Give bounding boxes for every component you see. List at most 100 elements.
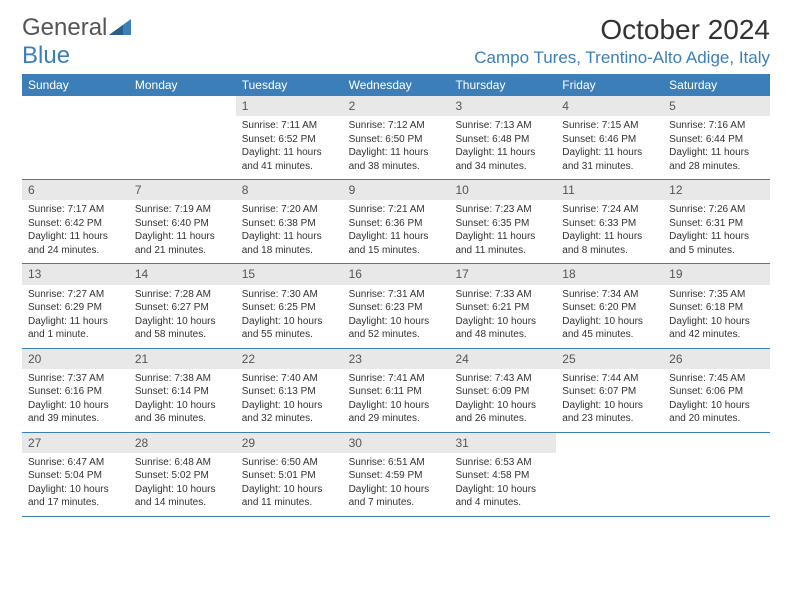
day-number: 31 xyxy=(449,433,556,453)
sunset-text: Sunset: 6:36 PM xyxy=(349,217,444,231)
day-cell xyxy=(556,433,663,516)
day-number: 23 xyxy=(343,349,450,369)
sunrise-text: Sunrise: 7:45 AM xyxy=(669,372,764,386)
header: General October 2024 Campo Tures, Trenti… xyxy=(22,14,770,68)
weekday-header: Monday xyxy=(129,74,236,96)
day-number: 11 xyxy=(556,180,663,200)
sunset-text: Sunset: 6:50 PM xyxy=(349,133,444,147)
sunrise-text: Sunrise: 7:30 AM xyxy=(242,288,337,302)
weekday-header: Friday xyxy=(556,74,663,96)
sunset-text: Sunset: 5:01 PM xyxy=(242,469,337,483)
day-content: Sunrise: 7:45 AMSunset: 6:06 PMDaylight:… xyxy=(663,369,770,432)
sunrise-text: Sunrise: 7:41 AM xyxy=(349,372,444,386)
week-row: 27Sunrise: 6:47 AMSunset: 5:04 PMDayligh… xyxy=(22,433,770,517)
daylight-text: Daylight: 10 hours and 55 minutes. xyxy=(242,315,337,342)
logo: General xyxy=(22,14,131,42)
day-number: 2 xyxy=(343,96,450,116)
day-cell: 24Sunrise: 7:43 AMSunset: 6:09 PMDayligh… xyxy=(449,349,556,432)
daylight-text: Daylight: 11 hours and 8 minutes. xyxy=(562,230,657,257)
day-cell: 18Sunrise: 7:34 AMSunset: 6:20 PMDayligh… xyxy=(556,264,663,347)
day-cell: 22Sunrise: 7:40 AMSunset: 6:13 PMDayligh… xyxy=(236,349,343,432)
daylight-text: Daylight: 10 hours and 48 minutes. xyxy=(455,315,550,342)
location: Campo Tures, Trentino-Alto Adige, Italy xyxy=(474,48,770,68)
day-content: Sunrise: 7:27 AMSunset: 6:29 PMDaylight:… xyxy=(22,285,129,348)
sunrise-text: Sunrise: 7:44 AM xyxy=(562,372,657,386)
sunrise-text: Sunrise: 7:43 AM xyxy=(455,372,550,386)
day-cell: 20Sunrise: 7:37 AMSunset: 6:16 PMDayligh… xyxy=(22,349,129,432)
daylight-text: Daylight: 10 hours and 39 minutes. xyxy=(28,399,123,426)
day-content: Sunrise: 7:41 AMSunset: 6:11 PMDaylight:… xyxy=(343,369,450,432)
daylight-text: Daylight: 11 hours and 31 minutes. xyxy=(562,146,657,173)
sunrise-text: Sunrise: 7:15 AM xyxy=(562,119,657,133)
day-number: 4 xyxy=(556,96,663,116)
day-content: Sunrise: 7:21 AMSunset: 6:36 PMDaylight:… xyxy=(343,200,450,263)
day-number: 15 xyxy=(236,264,343,284)
day-number: 5 xyxy=(663,96,770,116)
daylight-text: Daylight: 11 hours and 18 minutes. xyxy=(242,230,337,257)
day-content: Sunrise: 7:16 AMSunset: 6:44 PMDaylight:… xyxy=(663,116,770,179)
day-content: Sunrise: 7:15 AMSunset: 6:46 PMDaylight:… xyxy=(556,116,663,179)
sunset-text: Sunset: 6:16 PM xyxy=(28,385,123,399)
day-number: 30 xyxy=(343,433,450,453)
day-cell: 7Sunrise: 7:19 AMSunset: 6:40 PMDaylight… xyxy=(129,180,236,263)
sunrise-text: Sunrise: 7:27 AM xyxy=(28,288,123,302)
sunset-text: Sunset: 6:06 PM xyxy=(669,385,764,399)
day-cell: 30Sunrise: 6:51 AMSunset: 4:59 PMDayligh… xyxy=(343,433,450,516)
sunset-text: Sunset: 6:48 PM xyxy=(455,133,550,147)
day-content: Sunrise: 6:53 AMSunset: 4:58 PMDaylight:… xyxy=(449,453,556,516)
sunrise-text: Sunrise: 7:26 AM xyxy=(669,203,764,217)
day-content: Sunrise: 7:44 AMSunset: 6:07 PMDaylight:… xyxy=(556,369,663,432)
sunset-text: Sunset: 6:46 PM xyxy=(562,133,657,147)
sunrise-text: Sunrise: 6:53 AM xyxy=(455,456,550,470)
daylight-text: Daylight: 11 hours and 28 minutes. xyxy=(669,146,764,173)
sunrise-text: Sunrise: 7:21 AM xyxy=(349,203,444,217)
day-content: Sunrise: 7:23 AMSunset: 6:35 PMDaylight:… xyxy=(449,200,556,263)
day-cell: 10Sunrise: 7:23 AMSunset: 6:35 PMDayligh… xyxy=(449,180,556,263)
day-content: Sunrise: 7:33 AMSunset: 6:21 PMDaylight:… xyxy=(449,285,556,348)
daylight-text: Daylight: 10 hours and 58 minutes. xyxy=(135,315,230,342)
sunset-text: Sunset: 6:11 PM xyxy=(349,385,444,399)
day-content: Sunrise: 7:35 AMSunset: 6:18 PMDaylight:… xyxy=(663,285,770,348)
day-number xyxy=(129,96,236,100)
day-number: 12 xyxy=(663,180,770,200)
day-content: Sunrise: 7:28 AMSunset: 6:27 PMDaylight:… xyxy=(129,285,236,348)
daylight-text: Daylight: 11 hours and 15 minutes. xyxy=(349,230,444,257)
day-cell: 4Sunrise: 7:15 AMSunset: 6:46 PMDaylight… xyxy=(556,96,663,179)
weekday-header: Saturday xyxy=(663,74,770,96)
day-number: 13 xyxy=(22,264,129,284)
sunset-text: Sunset: 6:25 PM xyxy=(242,301,337,315)
day-content: Sunrise: 7:43 AMSunset: 6:09 PMDaylight:… xyxy=(449,369,556,432)
sunset-text: Sunset: 6:35 PM xyxy=(455,217,550,231)
week-row: 1Sunrise: 7:11 AMSunset: 6:52 PMDaylight… xyxy=(22,96,770,180)
day-cell: 3Sunrise: 7:13 AMSunset: 6:48 PMDaylight… xyxy=(449,96,556,179)
daylight-text: Daylight: 11 hours and 41 minutes. xyxy=(242,146,337,173)
sunrise-text: Sunrise: 7:24 AM xyxy=(562,203,657,217)
sunset-text: Sunset: 6:14 PM xyxy=(135,385,230,399)
day-number xyxy=(663,433,770,437)
day-content: Sunrise: 7:24 AMSunset: 6:33 PMDaylight:… xyxy=(556,200,663,263)
day-content: Sunrise: 7:34 AMSunset: 6:20 PMDaylight:… xyxy=(556,285,663,348)
sunrise-text: Sunrise: 7:23 AM xyxy=(455,203,550,217)
day-cell: 31Sunrise: 6:53 AMSunset: 4:58 PMDayligh… xyxy=(449,433,556,516)
weekday-header: Thursday xyxy=(449,74,556,96)
week-row: 20Sunrise: 7:37 AMSunset: 6:16 PMDayligh… xyxy=(22,349,770,433)
sunset-text: Sunset: 6:09 PM xyxy=(455,385,550,399)
sunset-text: Sunset: 6:21 PM xyxy=(455,301,550,315)
sunset-text: Sunset: 6:13 PM xyxy=(242,385,337,399)
weekday-header: Sunday xyxy=(22,74,129,96)
sunrise-text: Sunrise: 7:16 AM xyxy=(669,119,764,133)
day-cell: 25Sunrise: 7:44 AMSunset: 6:07 PMDayligh… xyxy=(556,349,663,432)
month-title: October 2024 xyxy=(474,14,770,46)
day-cell: 23Sunrise: 7:41 AMSunset: 6:11 PMDayligh… xyxy=(343,349,450,432)
day-cell: 27Sunrise: 6:47 AMSunset: 5:04 PMDayligh… xyxy=(22,433,129,516)
sunrise-text: Sunrise: 7:13 AM xyxy=(455,119,550,133)
day-cell: 12Sunrise: 7:26 AMSunset: 6:31 PMDayligh… xyxy=(663,180,770,263)
daylight-text: Daylight: 10 hours and 29 minutes. xyxy=(349,399,444,426)
sunrise-text: Sunrise: 6:48 AM xyxy=(135,456,230,470)
daylight-text: Daylight: 10 hours and 7 minutes. xyxy=(349,483,444,510)
day-content: Sunrise: 6:47 AMSunset: 5:04 PMDaylight:… xyxy=(22,453,129,516)
weekday-header-row: SundayMondayTuesdayWednesdayThursdayFrid… xyxy=(22,74,770,96)
sunset-text: Sunset: 6:31 PM xyxy=(669,217,764,231)
daylight-text: Daylight: 10 hours and 17 minutes. xyxy=(28,483,123,510)
day-number: 26 xyxy=(663,349,770,369)
